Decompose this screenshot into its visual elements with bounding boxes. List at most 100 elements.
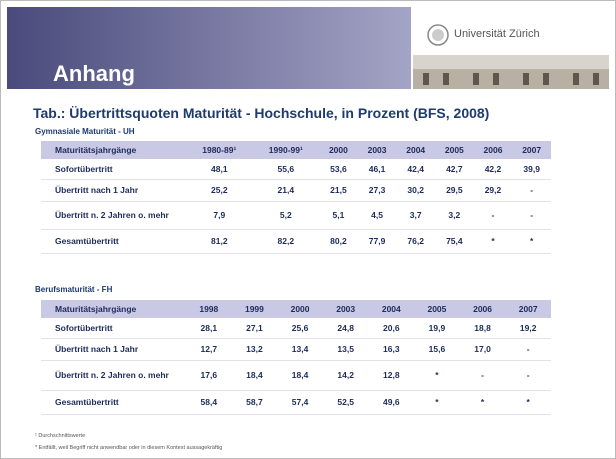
table-row: Sofortübertritt 48,1 55,6 53,6 46,1 42,4 42,7 4… bbox=[41, 159, 551, 180]
column-header: 2006 bbox=[473, 141, 513, 159]
cell: 19,9 bbox=[414, 318, 460, 339]
data-table: Maturitätsjahrgänge 1998 1999 2000 2003 2004 2… bbox=[41, 300, 551, 415]
cell: 28,1 bbox=[186, 318, 232, 339]
column-header: 2005 bbox=[435, 141, 474, 159]
logo-text: Universität Zürich bbox=[454, 28, 540, 40]
cell: 30,2 bbox=[396, 179, 436, 202]
cell: * bbox=[459, 390, 506, 415]
cell: 24,8 bbox=[322, 318, 369, 339]
cell: 25,6 bbox=[277, 318, 323, 339]
cell: 29,2 bbox=[473, 179, 513, 202]
cell: 3,2 bbox=[435, 201, 474, 230]
column-header: 2007 bbox=[505, 300, 551, 318]
cell: 53,6 bbox=[319, 159, 358, 180]
column-header: 1998 bbox=[186, 300, 232, 318]
heading: Tab.: Übertrittsquoten Maturität - Hochs… bbox=[33, 105, 490, 121]
cell: * bbox=[512, 229, 551, 254]
cell: 52,5 bbox=[322, 390, 369, 415]
table-row: Gesamtübertritt 58,4 58,7 57,4 52,5 49,6 * * * bbox=[41, 390, 551, 415]
cell: 12,7 bbox=[186, 338, 232, 361]
building-image bbox=[413, 55, 609, 89]
cell: 27,3 bbox=[357, 179, 397, 202]
cell: 18,8 bbox=[459, 318, 506, 339]
cell: 77,9 bbox=[357, 229, 397, 254]
column-header: 2005 bbox=[414, 300, 460, 318]
cell: 15,6 bbox=[414, 338, 460, 361]
cell: * bbox=[414, 360, 460, 391]
cell: 3,7 bbox=[396, 201, 436, 230]
cell: 42,7 bbox=[435, 159, 474, 180]
cell: 29,5 bbox=[435, 179, 474, 202]
cell: 81,2 bbox=[186, 229, 253, 254]
table-caption: Gymnasiale Maturität - UH bbox=[35, 127, 135, 136]
cell: 55,6 bbox=[252, 159, 320, 180]
column-header: 2006 bbox=[459, 300, 506, 318]
column-header: 2004 bbox=[396, 141, 436, 159]
cell: 17,6 bbox=[186, 360, 232, 391]
cell: 7,9 bbox=[186, 201, 253, 230]
cell: - bbox=[459, 360, 506, 391]
cell: 4,5 bbox=[357, 201, 397, 230]
cell: - bbox=[512, 179, 551, 202]
cell: 5,2 bbox=[252, 201, 320, 230]
table-row: Übertritt n. 2 Jahren o. mehr 7,9 5,2 5,1 4,… bbox=[41, 201, 551, 230]
cell: 58,4 bbox=[186, 390, 232, 415]
table-row: Übertritt nach 1 Jahr 25,2 21,4 21,5 27,3 30,… bbox=[41, 179, 551, 202]
cell: 57,4 bbox=[277, 390, 323, 415]
cell: 48,1 bbox=[186, 159, 253, 180]
seal bbox=[427, 24, 449, 46]
cell: 82,2 bbox=[252, 229, 320, 254]
column-header: 2004 bbox=[368, 300, 415, 318]
cell: 21,4 bbox=[252, 179, 320, 202]
cell: * bbox=[414, 390, 460, 415]
cell: 21,5 bbox=[319, 179, 358, 202]
cell: 25,2 bbox=[186, 179, 253, 202]
header-band bbox=[7, 7, 411, 89]
table-row: Übertritt nach 1 Jahr 12,7 13,2 13,4 13,5 16,… bbox=[41, 338, 551, 361]
cell: 46,1 bbox=[357, 159, 397, 180]
row-label: Übertritt nach 1 Jahr bbox=[41, 338, 186, 361]
cell: 20,6 bbox=[368, 318, 415, 339]
column-header: 1990-99¹ bbox=[252, 141, 320, 159]
cell: 13,5 bbox=[322, 338, 369, 361]
table-caption: Berufsmaturität - FH bbox=[35, 285, 113, 294]
column-header: 2000 bbox=[277, 300, 323, 318]
table-row: Gesamtübertritt 81,2 82,2 80,2 77,9 76,2 75,4 *… bbox=[41, 229, 551, 254]
column-header: 2003 bbox=[357, 141, 397, 159]
cell: 13,4 bbox=[277, 338, 323, 361]
cell: 49,6 bbox=[368, 390, 415, 415]
cell: - bbox=[505, 338, 551, 361]
footnote: * Entfällt, weil Begriff nicht anwendbar… bbox=[35, 445, 223, 451]
cell: 39,9 bbox=[512, 159, 551, 180]
section-title: Anhang bbox=[53, 61, 135, 86]
cell: 14,2 bbox=[322, 360, 369, 391]
cell: - bbox=[505, 360, 551, 391]
cell: 17,0 bbox=[459, 338, 506, 361]
cell: 13,2 bbox=[231, 338, 278, 361]
cell: 5,1 bbox=[319, 201, 358, 230]
column-header: 2007 bbox=[512, 141, 551, 159]
row-label: Gesamtübertritt bbox=[41, 229, 186, 254]
cell: * bbox=[505, 390, 551, 415]
column-header: 1999 bbox=[231, 300, 278, 318]
cell: 75,4 bbox=[435, 229, 474, 254]
header-row: Maturitätsjahrgänge 1998 1999 2000 2003 2004 2… bbox=[41, 300, 551, 318]
table-row: Übertritt n. 2 Jahren o. mehr 17,6 18,4 18,… bbox=[41, 360, 551, 391]
cell: - bbox=[512, 201, 551, 230]
row-label: Übertritt n. 2 Jahren o. mehr bbox=[41, 360, 186, 391]
row-label: Übertritt n. 2 Jahren o. mehr bbox=[41, 201, 186, 230]
row-label: Übertritt nach 1 Jahr bbox=[41, 179, 186, 202]
cell: 80,2 bbox=[319, 229, 358, 254]
data-table: Maturitätsjahrgänge 1980-89¹ 1990-99¹ 2000 2… bbox=[41, 141, 551, 254]
row-label: Gesamtübertritt bbox=[41, 390, 186, 415]
cell: 42,2 bbox=[473, 159, 513, 180]
cell: 42,4 bbox=[396, 159, 436, 180]
cell: 12,8 bbox=[368, 360, 415, 391]
column-header: 2000 bbox=[319, 141, 358, 159]
cell: 18,4 bbox=[277, 360, 323, 391]
cell: 16,3 bbox=[368, 338, 415, 361]
row-label: Sofortübertritt bbox=[41, 159, 186, 180]
footnote: ¹ Durchschnittswerte bbox=[35, 433, 86, 439]
table-row: Sofortübertritt 28,1 27,1 25,6 24,8 20,6 19,9 1… bbox=[41, 318, 551, 339]
